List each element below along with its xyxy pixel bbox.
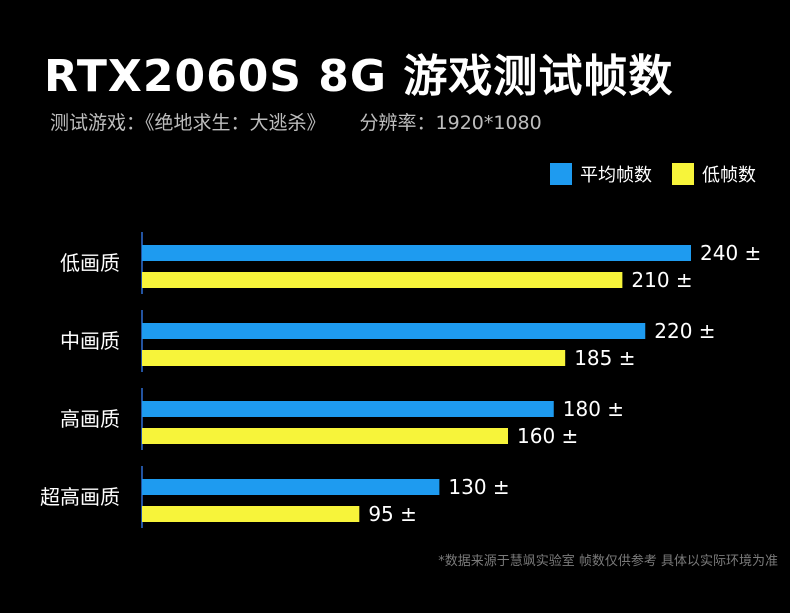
bar-avg (142, 245, 691, 261)
legend: 平均帧数 低帧数 (550, 161, 756, 187)
legend-swatch-low (672, 163, 694, 185)
value-label: 210 ± (631, 268, 692, 292)
category-label: 低画质 (60, 251, 120, 275)
value-label: 95 ± (368, 502, 417, 526)
legend-swatch-avg (550, 163, 572, 185)
footnote: *数据来源于慧飒实验室 帧数仅供参考 具体以实际环境为准 (438, 554, 778, 569)
legend-label-low: 低帧数 (702, 165, 756, 186)
bar-low (142, 506, 360, 522)
value-label: 185 ± (574, 346, 635, 370)
chart-title: RTX2060S 8G 游戏测试帧数 (44, 51, 674, 102)
subtitle-resolution: 分辨率：1920*1080 (359, 112, 542, 134)
category-label: 中画质 (60, 329, 120, 353)
category-label: 高画质 (60, 407, 120, 431)
value-label: 160 ± (517, 424, 578, 448)
bar-low (142, 428, 508, 444)
bar-avg (142, 479, 440, 495)
value-label: 240 ± (700, 241, 761, 265)
category-label: 超高画质 (40, 485, 120, 509)
value-label: 180 ± (563, 397, 624, 421)
bar-avg (142, 401, 554, 417)
legend-item-avg: 平均帧数 (550, 161, 652, 187)
value-label: 130 ± (448, 475, 509, 499)
bar-low (142, 272, 623, 288)
chart-subtitle: 测试游戏：《绝地求生：大逃杀》 分辨率：1920*1080 (50, 108, 542, 135)
bar-avg (142, 323, 646, 339)
value-label: 220 ± (654, 319, 715, 343)
bar-low (142, 350, 566, 366)
legend-item-low: 低帧数 (672, 161, 756, 187)
subtitle-game: 测试游戏：《绝地求生：大逃杀》 (50, 112, 326, 134)
legend-label-avg: 平均帧数 (580, 165, 652, 186)
